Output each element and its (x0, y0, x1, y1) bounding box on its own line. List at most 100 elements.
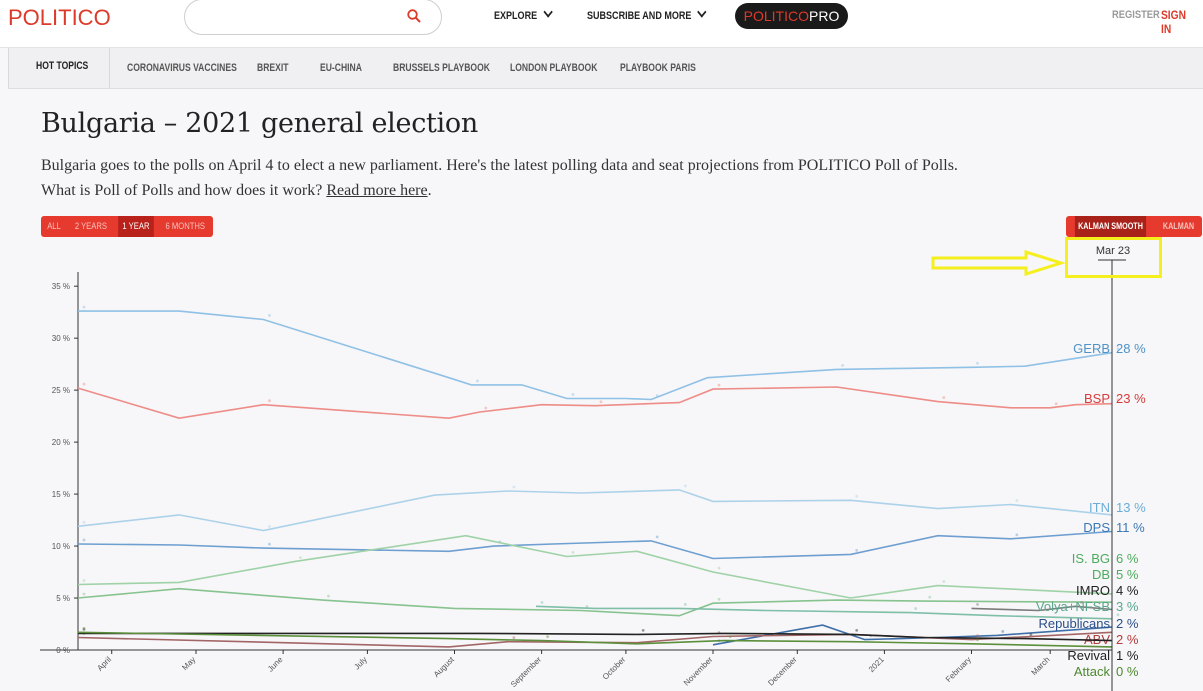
topic-brussels-playbook[interactable]: BRUSSELS PLAYBOOK (393, 62, 490, 74)
poll-point (82, 538, 86, 542)
subscribe-menu[interactable]: SUBSCRIBE AND MORE (587, 6, 707, 22)
poll-point (599, 400, 603, 404)
poll-point (1116, 613, 1120, 617)
poll-point (268, 314, 271, 317)
x-tick-label: July (352, 655, 368, 671)
poll-point (540, 600, 544, 604)
poll-point (717, 597, 721, 601)
x-tick-label: October (601, 655, 628, 682)
series-line-bsp (77, 386, 1113, 420)
series-name-label: IMRO (1076, 583, 1110, 598)
range-2-years-button[interactable]: 2 YEARS (74, 221, 108, 231)
poll-point (855, 494, 859, 498)
polling-chart[interactable]: 35 % 30 % 25 % 20 % 15 % 10 % 5 % 0 % April May Ju… (0, 235, 1203, 691)
topic-brexit[interactable]: BREXIT (257, 62, 289, 74)
chevron-down-icon (697, 6, 707, 18)
poll-point (512, 485, 516, 489)
poll-point (1116, 347, 1120, 351)
poll-point (855, 548, 859, 552)
explore-menu[interactable]: EXPLORE (494, 6, 553, 22)
series-line-revival (78, 632, 1113, 642)
poll-point (268, 525, 271, 528)
page-title: Bulgaria – 2021 general election (41, 108, 478, 139)
poll-point (976, 361, 979, 365)
hot-topics-label: HOT TOPICS (36, 60, 89, 72)
series-name-label: Volya+NFSB (1036, 599, 1110, 614)
y-tick-label: 25 % (52, 386, 70, 395)
search-icon[interactable] (407, 9, 421, 23)
poll-point (655, 535, 659, 539)
sign-in-link[interactable]: SIGN IN (1161, 8, 1186, 36)
poll-point (82, 305, 86, 309)
series-name-label: Attack (1074, 664, 1111, 679)
article-description: Bulgaria goes to the polls on April 4 to… (41, 157, 958, 174)
series-line-volya-nfsb (535, 605, 1113, 620)
poll-point (1116, 398, 1120, 402)
range-6-months-button[interactable]: 6 MONTHS (165, 221, 205, 231)
x-tick-label: March (1030, 655, 1052, 677)
series-value-label: 1 % (1116, 648, 1139, 663)
politico-pro-button[interactable]: POLITICOPRO (735, 3, 848, 29)
series-line-itn (77, 489, 1113, 532)
series-value-label: 28 % (1116, 341, 1146, 356)
y-tick-label: 15 % (52, 490, 70, 499)
topic-eu-china[interactable]: EU-CHINA (320, 62, 362, 74)
series-name-label: DB (1092, 567, 1110, 582)
range-1-year-button[interactable]: 1 YEAR (118, 216, 154, 237)
poll-point (717, 566, 721, 570)
y-tick-label: 35 % (52, 282, 70, 291)
x-tick-label: May (180, 655, 197, 672)
pro-suffix-text: PRO (809, 8, 840, 24)
highlight-box (1065, 237, 1162, 278)
poll-point (641, 629, 645, 632)
poll-point (268, 542, 271, 546)
poll-point (683, 484, 687, 488)
series-name-label: GERB (1073, 341, 1110, 356)
series-name-label: ITN (1089, 500, 1110, 515)
series-name-label: Republicans (1038, 616, 1110, 631)
smoothing-selector: KALMAN SMOOTH KALMAN (1066, 216, 1202, 237)
series-line-abv (77, 631, 1113, 648)
topic-playbook-paris[interactable]: PLAYBOOK PARIS (620, 62, 696, 74)
poll-point (841, 363, 845, 367)
kalman-smooth-button[interactable]: KALMAN SMOOTH (1074, 216, 1147, 237)
hot-topics-bar: HOT TOPICS CORONAVIRUS VACCINES BREXIT E… (8, 48, 1203, 89)
read-more-link[interactable]: Read more here (326, 182, 428, 199)
series-value-label: 11 % (1116, 520, 1145, 535)
series-name-label: BSP (1084, 391, 1110, 406)
search-input[interactable] (184, 0, 442, 35)
poll-point (585, 605, 589, 608)
topic-coronavirus-vaccines[interactable]: CORONAVIRUS VACCINES (127, 62, 237, 74)
kalman-button[interactable]: KALMAN (1162, 221, 1195, 231)
poll-point (1015, 499, 1019, 502)
poll-point (928, 595, 932, 599)
topic-london-playbook[interactable]: LONDON PLAYBOOK (510, 62, 598, 74)
poll-point (571, 551, 575, 554)
series-value-label: 2 % (1116, 632, 1139, 647)
description-text: What is Poll of Polls and how does it wo… (41, 182, 327, 199)
series-value-label: 13 % (1116, 500, 1146, 515)
chevron-down-icon (543, 6, 553, 18)
poll-point (976, 638, 979, 642)
poll-point (1054, 402, 1058, 406)
subscribe-label: SUBSCRIBE AND MORE (587, 10, 692, 22)
poll-point (327, 594, 330, 598)
series-line-attack (77, 631, 1113, 648)
range-all-button[interactable]: ALL (47, 221, 61, 231)
series-value-label: 0 % (1116, 664, 1139, 679)
poll-point (571, 393, 575, 396)
poll-point (82, 579, 86, 582)
series-line-db (77, 587, 1113, 617)
series-name-label: DPS (1083, 520, 1110, 535)
current-date-label: Mar 23 (1095, 245, 1131, 257)
register-link[interactable]: REGISTER (1112, 9, 1160, 21)
poll-point (976, 634, 979, 638)
time-range-selector: ALL 2 YEARS 1 YEAR 6 MONTHS (41, 216, 214, 237)
poll-point (728, 635, 732, 639)
poll-point (942, 396, 946, 399)
highlight-arrow-icon (931, 250, 1066, 276)
politico-logo[interactable]: POLITICO (8, 5, 111, 30)
poll-point (546, 635, 550, 639)
poll-point (268, 399, 271, 403)
series-value-label: 4 % (1116, 583, 1139, 598)
